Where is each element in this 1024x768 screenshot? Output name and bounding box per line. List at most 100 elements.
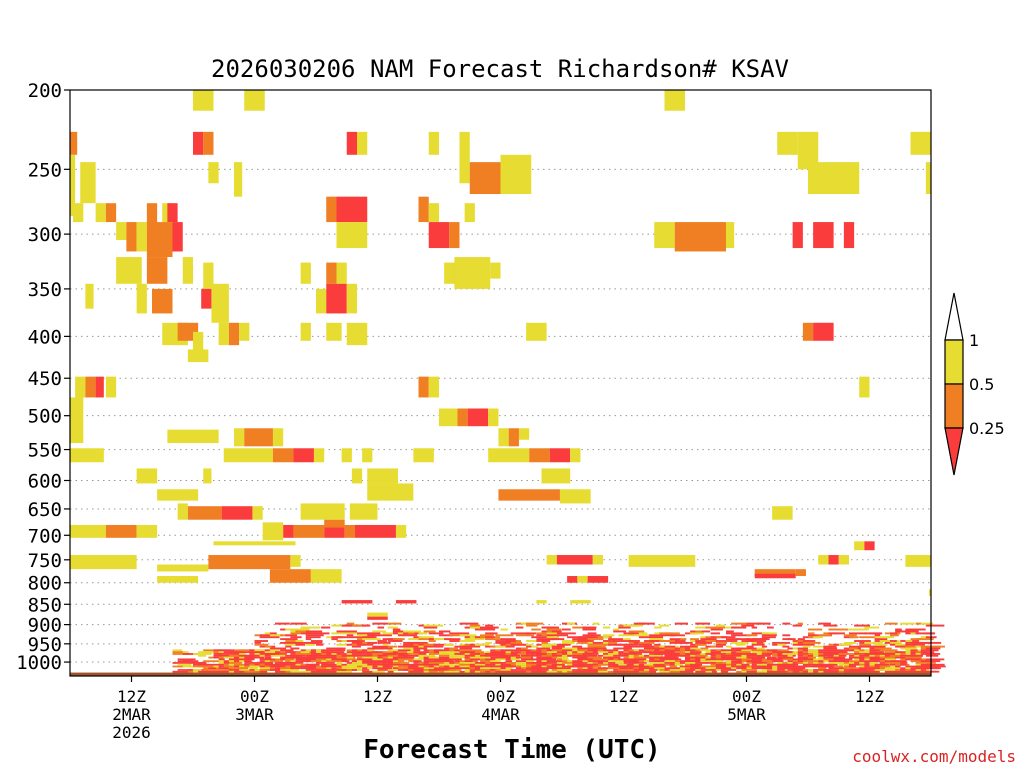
cell-105	[488, 448, 530, 463]
noise-cell-331	[367, 656, 380, 659]
noise-cell-626	[526, 670, 537, 673]
noise-cell-1903	[797, 622, 803, 625]
cell-24	[146, 203, 158, 229]
noise-cell-1364	[920, 649, 939, 652]
noise-cell-1785	[890, 641, 902, 644]
noise-cell-1190	[823, 654, 829, 657]
cell-34	[126, 222, 137, 252]
noise-cell-32	[203, 651, 222, 654]
noise-cell-815	[628, 649, 638, 652]
noise-cell-383	[392, 665, 401, 668]
noise-cell-1237	[849, 654, 856, 657]
noise-cell-615	[521, 669, 536, 671]
noise-cell-941	[690, 665, 706, 668]
noise-cell-1205	[828, 665, 836, 668]
noise-cell-1312	[884, 667, 904, 670]
noise-cell-288	[346, 651, 356, 654]
noise-cell-551	[490, 651, 499, 654]
noise-cell-31	[203, 649, 223, 652]
cell-50	[300, 262, 311, 284]
noise-cell-1784	[890, 640, 897, 642]
noise-cell-1676	[705, 638, 717, 641]
noise-cell-698	[562, 670, 572, 673]
noise-cell-1871	[592, 622, 600, 625]
noise-cell-1137	[792, 667, 799, 670]
cell-122	[300, 503, 345, 520]
noise-cell-1919	[920, 622, 934, 625]
cell-123	[349, 503, 378, 520]
noise-cell-421	[418, 654, 436, 657]
noise-cell-1445	[357, 643, 374, 646]
noise-cell-1040	[741, 670, 751, 673]
noise-cell-245	[321, 662, 328, 664]
noise-cell-25	[193, 670, 200, 673]
noise-cell-1813	[925, 647, 941, 650]
cell-136	[213, 541, 296, 546]
noise-cell-1497	[444, 638, 461, 641]
noise-cell-316	[362, 649, 368, 652]
noise-cell-366	[387, 653, 395, 655]
noise-cell-1541	[515, 634, 535, 637]
noise-cell-1442	[357, 634, 376, 637]
noise-cell-1816	[285, 628, 303, 631]
noise-cell-294	[346, 663, 357, 666]
noise-cell-100	[244, 656, 252, 659]
noise-cell-166	[280, 649, 294, 652]
noise-cell-1600	[592, 641, 604, 644]
noise-cell-1224	[838, 663, 847, 666]
noise-cell-1503	[449, 647, 458, 650]
noise-cell-588	[510, 651, 518, 654]
cell-100	[293, 448, 314, 463]
noise-cell-1753	[843, 636, 854, 639]
noise-cell-1851	[485, 628, 496, 631]
noise-cell-143	[264, 662, 273, 664]
noise-cell-1829	[351, 624, 364, 627]
noise-cell-112	[249, 658, 255, 661]
noise-cell-1663	[690, 632, 704, 635]
noise-cell-306	[357, 649, 367, 652]
noise-cell-1286	[869, 670, 876, 673]
noise-cell-1916	[905, 628, 926, 631]
noise-cell-1520	[485, 632, 494, 635]
noise-cell-1393	[269, 632, 277, 635]
noise-cell-921	[685, 651, 691, 654]
noise-cell-1417	[305, 643, 316, 646]
noise-cell-330	[367, 654, 373, 657]
noise-cell-431	[423, 658, 439, 661]
noise-cell-1745	[823, 645, 837, 648]
noise-cell-208	[300, 670, 317, 673]
noise-cell-1562	[541, 645, 562, 648]
noise-cell-1793	[905, 640, 913, 642]
noise-cell-1372	[920, 669, 927, 671]
noise-cell-1214	[833, 658, 851, 661]
noise-cell-1241	[849, 663, 869, 666]
noise-cell-1668	[695, 640, 706, 642]
noise-cell-418	[413, 669, 424, 671]
noise-cell-681	[556, 651, 563, 654]
noise-cell-21	[193, 662, 202, 664]
noise-cell-1791	[900, 647, 917, 650]
noise-cell-1897	[746, 622, 762, 625]
cell-40	[654, 222, 675, 249]
noise-cell-1552	[536, 632, 557, 635]
noise-cell-1628	[638, 636, 645, 639]
cell-67	[193, 331, 204, 354]
noise-cell-1300	[879, 658, 886, 661]
noise-cell-412	[413, 654, 421, 657]
noise-cell-554	[490, 660, 501, 663]
noise-cell-8	[177, 663, 192, 666]
noise-cell-1630	[638, 643, 652, 646]
noise-cell-1043	[746, 656, 754, 659]
noise-cell-1437	[351, 640, 360, 642]
cell-111	[351, 468, 363, 484]
noise-cell-1068	[756, 665, 766, 668]
noise-cell-749	[587, 667, 595, 670]
noise-cell-307	[357, 651, 363, 654]
noise-cell-1517	[474, 643, 490, 646]
noise-cell-1377	[925, 660, 939, 663]
noise-cell-142	[264, 660, 275, 663]
noise-cell-1616	[618, 643, 626, 646]
noise-cell-109	[249, 653, 257, 655]
noise-cell-742	[587, 653, 599, 655]
noise-cell-1802	[915, 632, 936, 635]
